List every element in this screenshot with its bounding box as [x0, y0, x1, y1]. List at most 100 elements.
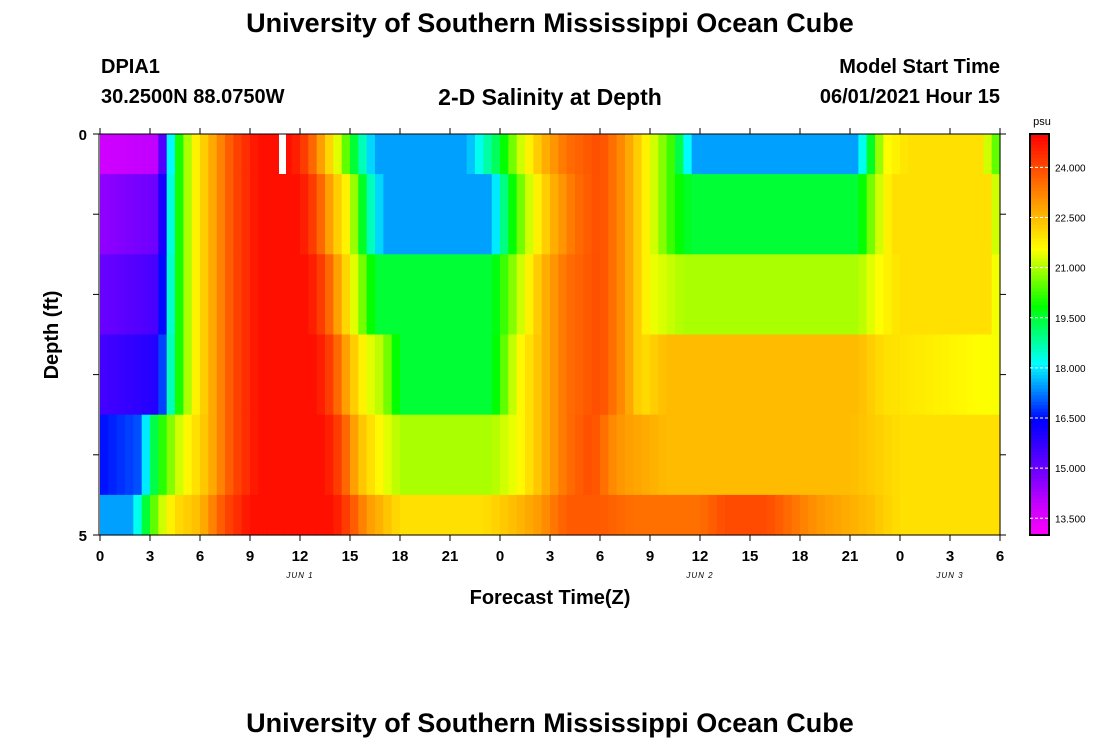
heatmap-cell: [550, 254, 559, 336]
y-axis: 05: [79, 127, 1006, 545]
heatmap-cell: [816, 174, 826, 255]
heatmap-cell: [483, 414, 493, 496]
heatmap-cell: [983, 174, 993, 255]
colorbar-segment: [1030, 304, 1049, 309]
heatmap-cell: [116, 334, 126, 416]
heatmap-cell: [366, 174, 376, 255]
heatmap-cell: [258, 254, 268, 336]
heatmap-cell: [241, 254, 251, 336]
heatmap-cell: [208, 254, 218, 336]
colorbar-segment: [1030, 347, 1049, 352]
heatmap-cell: [908, 414, 918, 496]
heatmap-cell: [758, 414, 768, 496]
heatmap-cell: [400, 414, 409, 496]
heatmap-cell: [300, 254, 309, 336]
heatmap-cell: [625, 134, 634, 175]
colorbar-tick-label: 15.000: [1055, 464, 1086, 475]
heatmap-cell: [225, 334, 234, 416]
x-tick-label: 15: [742, 548, 759, 565]
heatmap-cell: [516, 254, 526, 336]
heatmap-cell: [125, 414, 134, 496]
heatmap-cell: [700, 334, 709, 416]
heatmap-cell: [566, 174, 576, 255]
x-tick-label: 3: [146, 548, 154, 565]
y-tick-label: 0: [79, 127, 87, 144]
heatmap-cell: [491, 254, 501, 336]
colorbar-segment: [1030, 518, 1049, 523]
heatmap-cell: [391, 414, 401, 496]
heatmap-cell: [433, 494, 443, 536]
heatmap-cell: [341, 334, 351, 416]
heatmap-cell: [183, 254, 193, 336]
colorbar-segment: [1030, 374, 1049, 379]
heatmap-cell: [108, 414, 118, 496]
heatmap-cell: [733, 174, 743, 255]
heatmap-cell: [166, 334, 176, 416]
heatmap-cell: [716, 334, 726, 416]
x-axis-title: Forecast Time(Z): [470, 587, 631, 609]
heatmap-cell: [391, 494, 401, 536]
heatmap-cell: [491, 414, 501, 496]
heatmap-cell: [350, 254, 359, 336]
heatmap-cell: [150, 254, 159, 336]
colorbar-tick-label: 13.500: [1055, 514, 1086, 525]
heatmap-cell: [750, 414, 759, 496]
heatmap-cell: [850, 134, 859, 175]
heatmap-cell: [358, 414, 368, 496]
heatmap-cell: [558, 414, 568, 496]
colorbar-segment: [1030, 474, 1049, 479]
heatmap-cell: [308, 134, 318, 175]
heatmap-cell: [566, 414, 576, 496]
colorbar: 13.500 15.000 16.500 18.000 19.500 21.000 22.5…: [1029, 133, 1086, 536]
heatmap-cell: [300, 174, 309, 255]
colorbar-unit: psu: [1033, 116, 1051, 128]
colorbar-tick-label: 18.000: [1055, 364, 1086, 375]
heatmap-cell: [375, 134, 384, 175]
heatmap-cell: [641, 254, 651, 336]
heatmap-cell: [825, 174, 834, 255]
heatmap-cell: [725, 414, 734, 496]
heatmap-cell: [941, 494, 951, 536]
heatmap-cell: [158, 334, 168, 416]
colorbar-segment: [1030, 200, 1049, 205]
heatmap-cell: [358, 134, 368, 175]
heatmap-cell: [708, 174, 718, 255]
heatmap-cell: [608, 134, 618, 175]
plot-title: 2-D Salinity at Depth: [438, 84, 662, 110]
heatmap-cell: [608, 254, 618, 336]
heatmap-cell: [708, 414, 718, 496]
heatmap-cell: [483, 494, 493, 536]
heatmap-cell: [941, 334, 951, 416]
heatmap-cell: [566, 494, 576, 536]
heatmap-cell: [583, 494, 593, 536]
heatmap-cell: [500, 254, 509, 336]
heatmap-cell: [683, 174, 693, 255]
x-tick-label: 9: [246, 548, 254, 565]
heatmap-cell: [616, 134, 626, 175]
heatmap-cell: [383, 414, 393, 496]
colorbar-segment: [1030, 377, 1049, 382]
heatmap-cell: [175, 134, 184, 175]
heatmap-cell: [675, 254, 684, 336]
colorbar-segment: [1030, 180, 1049, 185]
heatmap-cell: [133, 254, 143, 336]
heatmap-cell: [191, 414, 201, 496]
colorbar-segment: [1030, 504, 1049, 509]
heatmap-cell: [950, 174, 959, 255]
heatmap-cell: [825, 494, 834, 536]
heatmap-cell: [291, 494, 301, 536]
heatmap-cell: [700, 254, 709, 336]
colorbar-segment: [1030, 207, 1049, 212]
heatmap-cell: [250, 414, 259, 496]
heatmap-cell: [675, 414, 684, 496]
page-title: University of Southern Mississippi Ocean…: [246, 8, 854, 38]
heatmap-cell: [625, 174, 634, 255]
x-tick-label: 9: [646, 548, 654, 565]
heatmap-cell: [450, 334, 459, 416]
heatmap-cell: [141, 254, 151, 336]
heatmap-cell: [125, 254, 134, 336]
heatmap-cell: [758, 134, 768, 175]
heatmap-cell: [558, 494, 568, 536]
colorbar-segment: [1030, 478, 1049, 483]
heatmap-cell: [825, 134, 834, 175]
